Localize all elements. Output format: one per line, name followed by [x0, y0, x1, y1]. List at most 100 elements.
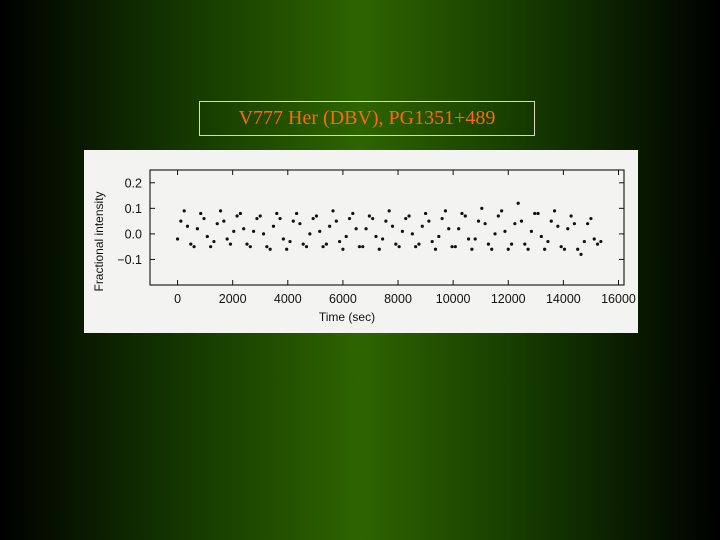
- data-point: [248, 245, 252, 249]
- x-tick-label: 2000: [219, 292, 247, 306]
- data-point: [503, 229, 507, 233]
- data-point: [420, 224, 424, 228]
- data-point: [380, 237, 385, 241]
- data-point: [291, 219, 295, 223]
- data-point: [324, 242, 328, 246]
- data-point: [457, 227, 461, 231]
- data-point: [480, 206, 484, 210]
- x-tick-label: 14000: [546, 292, 581, 306]
- light-curve-chart: 0 2000 4000 6000 8000 10000 12000 14000 16000 0.2…: [92, 169, 636, 324]
- data-point: [347, 216, 352, 221]
- x-axis-label: Time (sec): [319, 310, 375, 324]
- data-point: [185, 224, 190, 228]
- data-point: [509, 242, 514, 246]
- data-point: [595, 242, 600, 246]
- data-point: [453, 245, 457, 249]
- data-point: [566, 227, 570, 231]
- data-point: [308, 232, 312, 236]
- data-point: [440, 216, 444, 221]
- data-point: [344, 234, 348, 239]
- data-point: [437, 234, 441, 239]
- data-point: [232, 229, 236, 233]
- data-point: [400, 229, 405, 233]
- data-point: [529, 229, 533, 233]
- data-point: [371, 216, 375, 221]
- data-point: [298, 222, 302, 226]
- data-point: [572, 222, 576, 226]
- data-point: [341, 247, 345, 251]
- data-point: [192, 245, 196, 249]
- data-point: [364, 227, 368, 231]
- data-point: [261, 232, 266, 236]
- data-point: [589, 216, 593, 221]
- data-point: [476, 219, 481, 223]
- data-point: [278, 216, 282, 221]
- light-curve-figure: 0 2000 4000 6000 8000 10000 12000 14000 16000 0.2…: [84, 150, 638, 333]
- data-point: [500, 209, 504, 213]
- data-point: [182, 209, 186, 213]
- data-point: [235, 214, 239, 218]
- data-point: [175, 237, 180, 241]
- data-point: [562, 247, 567, 251]
- data-point: [526, 247, 530, 251]
- data-point: [559, 245, 563, 249]
- data-point: [377, 247, 381, 251]
- data-point: [466, 237, 471, 241]
- x-tick-label: 4000: [274, 292, 302, 306]
- data-point: [338, 239, 342, 244]
- data-point: [493, 232, 497, 236]
- data-point: [212, 239, 216, 244]
- data-point: [569, 214, 573, 218]
- data-point: [238, 211, 242, 216]
- data-point: [225, 237, 229, 241]
- data-point: [486, 242, 491, 246]
- data-point: [255, 216, 259, 221]
- data-point: [304, 245, 309, 249]
- data-point: [331, 209, 335, 213]
- data-point: [258, 214, 262, 218]
- data-point: [490, 247, 494, 251]
- data-point: [334, 219, 338, 223]
- data-point: [384, 219, 388, 223]
- data-point: [179, 219, 183, 223]
- data-point: [483, 222, 487, 226]
- data-point: [351, 211, 355, 216]
- data-point: [433, 247, 438, 251]
- data-point: [268, 247, 272, 251]
- data-point: [533, 211, 537, 216]
- data-point: [496, 214, 500, 218]
- data-point: [450, 245, 454, 249]
- data-point: [552, 209, 557, 213]
- data-point: [242, 227, 246, 231]
- x-tick-label: 6000: [329, 292, 357, 306]
- data-point: [506, 247, 510, 251]
- data-point: [390, 224, 395, 228]
- data-point: [470, 247, 474, 251]
- data-point: [265, 245, 269, 249]
- data-point: [281, 237, 285, 241]
- data-point: [205, 234, 209, 239]
- data-point: [582, 239, 586, 244]
- y-tick-label: 0.0: [125, 227, 142, 241]
- data-point: [228, 242, 233, 246]
- data-point: [374, 234, 378, 239]
- data-point: [275, 211, 279, 216]
- data-point: [195, 227, 199, 231]
- data-point: [321, 245, 325, 249]
- data-point: [202, 216, 206, 221]
- data-point: [463, 214, 467, 218]
- x-tick-label: 8000: [384, 292, 412, 306]
- data-point: [361, 245, 365, 249]
- data-point: [314, 214, 319, 218]
- data-point: [592, 237, 596, 241]
- data-point: [367, 214, 371, 218]
- data-point: [387, 209, 391, 213]
- data-point: [513, 222, 517, 226]
- data-point: [357, 245, 362, 249]
- data-point: [318, 229, 322, 233]
- data-point: [427, 219, 431, 223]
- x-tick-label: 0: [174, 292, 181, 306]
- data-point: [189, 242, 193, 246]
- data-point: [516, 201, 520, 205]
- data-point: [556, 224, 560, 228]
